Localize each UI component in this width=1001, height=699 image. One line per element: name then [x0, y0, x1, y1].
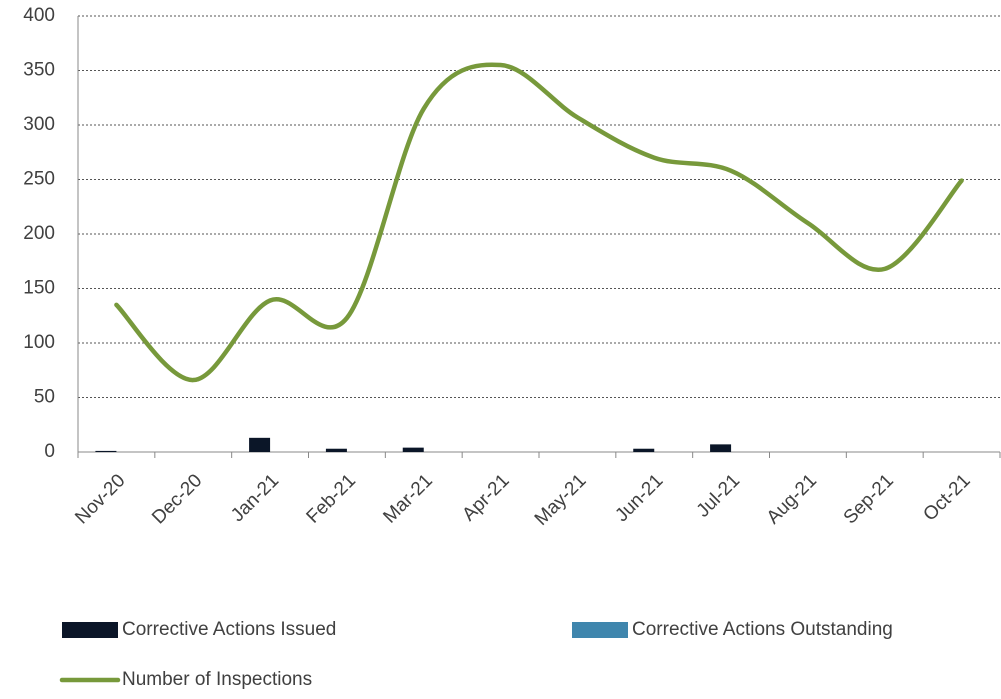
legend-label: Corrective Actions Outstanding: [632, 619, 893, 640]
x-tick-label: Jan-21: [227, 470, 283, 526]
x-tick-label: Aug-21: [763, 470, 821, 528]
x-tick-label: Dec-20: [148, 470, 206, 528]
y-tick-label: 350: [23, 60, 55, 81]
y-tick-label: 100: [23, 332, 55, 353]
y-tick-label: 200: [23, 223, 55, 244]
bar: [402, 447, 424, 452]
legend-swatch: [62, 622, 118, 638]
legend-label: Corrective Actions Issued: [122, 619, 336, 640]
x-tick-label: Oct-21: [919, 470, 974, 525]
x-tick-label: Jun-21: [611, 470, 667, 526]
legend-swatch: [572, 622, 628, 638]
x-tick-label: Apr-21: [458, 470, 513, 525]
bar: [325, 448, 347, 452]
x-tick-label: May-21: [531, 470, 591, 530]
line: [114, 62, 964, 383]
bar: [633, 448, 655, 452]
bar: [710, 444, 732, 452]
y-tick-label: 300: [23, 114, 55, 135]
y-tick-label: 250: [23, 169, 55, 190]
y-tick-label: 0: [44, 441, 55, 462]
bar: [95, 450, 117, 452]
y-tick-label: 50: [34, 387, 55, 408]
x-tick-label: Nov-20: [71, 470, 129, 528]
y-tick-label: 400: [23, 5, 55, 26]
x-tick-label: Feb-21: [303, 470, 360, 527]
x-tick-label: Mar-21: [379, 470, 436, 527]
y-tick-label: 150: [23, 278, 55, 299]
x-tick-label: Jul-21: [693, 470, 744, 521]
bar: [249, 437, 271, 452]
legend-label: Number of Inspections: [122, 669, 312, 690]
x-tick-label: Sep-21: [840, 470, 898, 528]
